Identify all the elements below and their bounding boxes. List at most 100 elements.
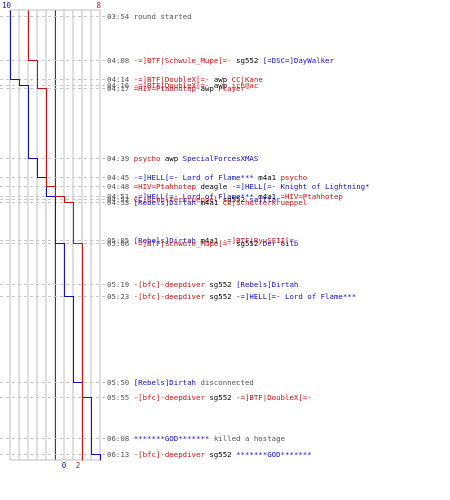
event-victim: =HIV=Ptahhotep (280, 192, 343, 201)
event-message: round started (133, 12, 192, 21)
event-actor: -[bfc]-deepdiver (133, 393, 205, 402)
event-weapon: awp (213, 75, 228, 84)
event-weapon: m4a1 (258, 192, 277, 201)
event-actor: -=]BTF|Schwule_Mupe[=- (133, 239, 232, 248)
event-weapon: awp (213, 81, 228, 90)
series-line-2 (27, 10, 84, 461)
event-weapon: awp (200, 84, 214, 93)
event-victim: SpecialForcesXMAS (182, 154, 259, 163)
log-row: 06:08 *******GOD******* killed a hostage (107, 433, 285, 444)
log-row: 04:14 -=]BTF|DoubleX[=- awp CC|Kane (107, 74, 263, 85)
event-time: 04:39 (107, 154, 130, 163)
event-weapon: deagle (200, 182, 228, 191)
log-row: 03:54 round started (107, 11, 192, 22)
log-row: 04:39 psycho awp SpecialForcesXMAS (107, 153, 258, 164)
event-victim: [=DSC=]DayWalker (262, 56, 334, 65)
event-victim: -=]HELL[=- Knight of Lightning* (231, 182, 370, 191)
axis-labels-layer: 10 8 0 2 (2, 1, 101, 470)
log-row: 06:13 -[bfc]-deepdiver sg552 *******GOD*… (107, 449, 312, 460)
event-actor: -[bfc]-deepdiver (133, 292, 205, 301)
log-row: 05:23 -[bfc]-deepdiver sg552 -=]HELL[=- … (107, 291, 356, 302)
event-victim: CC|Schulterkrueppel (222, 198, 308, 207)
event-time: 05:05 (107, 236, 130, 245)
log-row: 05:50 [Rebels]Dirtah disconnected (107, 377, 254, 388)
event-message: killed a hostage (213, 434, 286, 443)
event-weapon: sg552 (209, 280, 232, 289)
log-row: 04:17 =HIV=Ptahhotep awp Player (107, 83, 245, 94)
event-time: 05:06 (107, 239, 130, 248)
event-weapon: sg552 (222, 195, 245, 204)
event-victim: Der Gilb (262, 239, 299, 248)
event-time: 04:52 (107, 195, 130, 204)
event-actor: [Rebels]Dirtah (133, 378, 196, 387)
event-victim: sajttar (249, 195, 281, 204)
event-time: 05:55 (107, 393, 130, 402)
log-row: 04:16 -=]BTF|DoubleX[=- awp ich@ac (107, 80, 258, 91)
event-time: 06:13 (107, 450, 130, 459)
event-victim: -=]BTF|DoubleX[=- (236, 393, 312, 402)
event-victim: Player (218, 84, 245, 93)
event-message: disconnected (200, 378, 254, 387)
event-time: 04:53 (107, 198, 130, 207)
event-time: 05:23 (107, 292, 130, 301)
log-row: 04:53 [Rebels]Dirtah m4a1 CC|Schulterkru… (107, 197, 307, 208)
event-actor: *******GOD******* (133, 434, 210, 443)
event-weapon: sg552 (209, 292, 232, 301)
event-actor: -=]BTF|DoubleX[=- (133, 81, 210, 90)
event-victim: [Rebels]Dirtah (236, 280, 299, 289)
log-row: 05:19 -[bfc]-deepdiver sg552 [Rebels]Dir… (107, 279, 298, 290)
log-row: 04:45 -=]HELL[=- Lord of Flame*** m4a1 p… (107, 172, 307, 183)
event-weapon: awp (164, 154, 179, 163)
event-weapon: m4a1 (200, 198, 219, 207)
event-actor: psycho (133, 154, 161, 163)
event-time: 04:45 (107, 173, 130, 182)
event-time: 06:08 (107, 434, 130, 443)
log-row: 05:05 [Rebels]Dirtah m4a1 -=]BTF|RyuSFII… (107, 235, 298, 246)
log-row: 04:51 -=]HELL[=- Lord of Flame*** m4a1 =… (107, 191, 343, 202)
event-time: 04:08 (107, 56, 130, 65)
event-weapon: m4a1 (258, 173, 277, 182)
event-actor: =HIV=Ptahhotep (133, 84, 196, 93)
event-actor: [Rebels]Dirtah (133, 198, 196, 207)
log-row: 04:08 -=]BTF|Schwule_Mupe[=- sg552 [=DSC… (107, 55, 334, 66)
event-time: 05:19 (107, 280, 130, 289)
event-time: 05:50 (107, 378, 130, 387)
event-actor: -=]HELL[=- Lord of Flame*** (133, 173, 254, 182)
series-layer (9, 10, 102, 461)
event-victim: *******GOD******* (236, 450, 312, 459)
event-time: 04:16 (107, 81, 130, 90)
log-row: 04:48 =HIV=Ptahhotep deagle -=]HELL[=- K… (107, 181, 370, 192)
event-actor: -[bfc]-deepdiver (133, 450, 205, 459)
event-time: 04:51 (107, 192, 130, 201)
axis-bottom-left-label: 0 (62, 461, 67, 470)
event-weapon: m4a1 (200, 236, 219, 245)
event-actor: -=]BTF|Schwule_Mupe[=- (133, 56, 232, 65)
event-victim: psycho (280, 173, 308, 182)
event-time: 03:54 (107, 12, 130, 21)
axis-top-right-label: 8 (96, 1, 101, 10)
log-row: 05:55 -[bfc]-deepdiver sg552 -=]BTF|Doub… (107, 392, 312, 403)
event-weapon: sg552 (209, 393, 232, 402)
event-actor: [Rebels]Dirtah (133, 236, 196, 245)
event-actor: CC|Schulterkrueppel (133, 195, 219, 204)
event-weapon: sg552 (209, 450, 232, 459)
event-actor: -=]HELL[=- Lord of Flame*** (133, 192, 254, 201)
event-victim: ich@ac (231, 81, 259, 90)
event-time: 04:17 (107, 84, 130, 93)
event-time: 04:14 (107, 75, 130, 84)
event-victim: CC|Kane (231, 75, 263, 84)
log-row: 04:52 CC|Schulterkrueppel sg552 sajttar (107, 194, 281, 205)
event-time: 04:48 (107, 182, 130, 191)
event-actor: -=]BTF|DoubleX[=- (133, 75, 210, 84)
event-actor: -[bfc]-deepdiver (133, 280, 205, 289)
axis-top-left-label: 10 (2, 1, 12, 10)
event-actor: =HIV=Ptahhotep (133, 182, 196, 191)
event-weapon: sg552 (236, 56, 259, 65)
event-victim: -=]BTF|RyuSFII[=- (222, 236, 299, 245)
event-weapon: sg552 (236, 239, 259, 248)
axis-bottom-right-label: 2 (76, 461, 81, 470)
event-victim: -=]HELL[=- Lord of Flame*** (236, 292, 357, 301)
log-row: 05:06 -=]BTF|Schwule_Mupe[=- sg552 Der G… (107, 238, 298, 249)
